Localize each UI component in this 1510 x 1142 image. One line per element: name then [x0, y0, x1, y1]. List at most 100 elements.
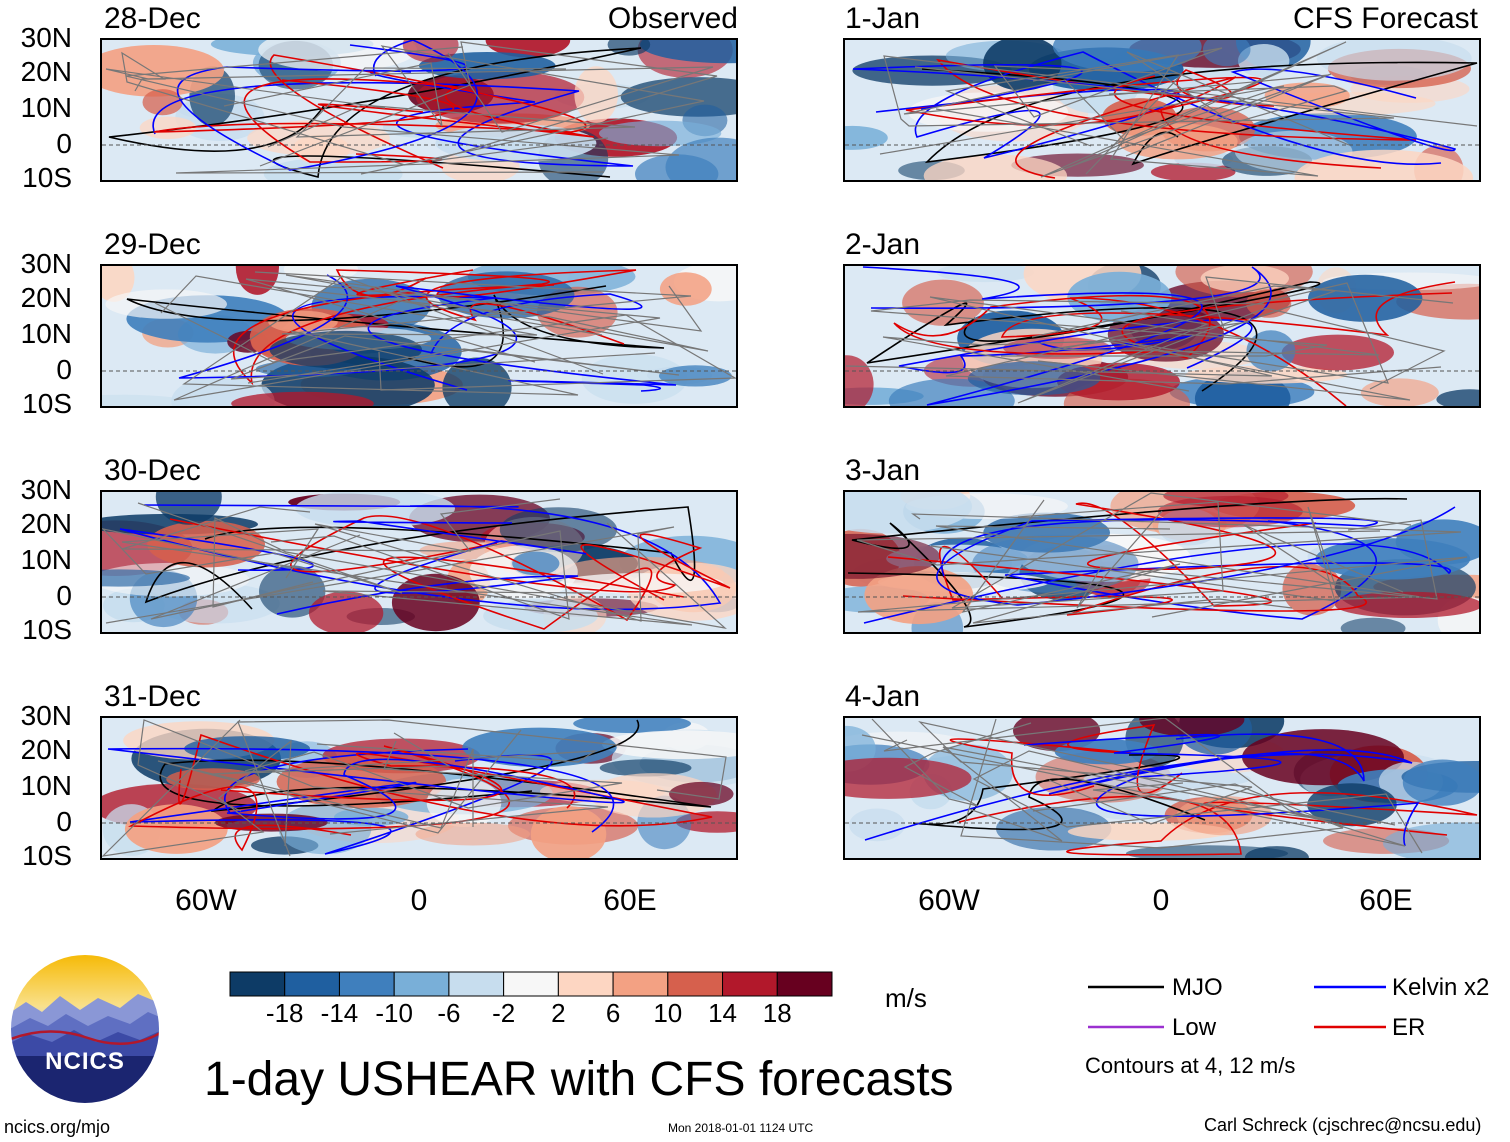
contour-line	[912, 753, 1206, 831]
forecast-column-title: CFS Forecast	[1292, 2, 1478, 35]
lat-label: 20N	[20, 734, 72, 765]
contour-line	[1023, 733, 1420, 847]
shear-anomaly-blob	[102, 266, 135, 302]
lon-label: 60W	[918, 884, 980, 917]
contour-line	[178, 274, 643, 379]
map-plot-observed	[100, 716, 738, 860]
ncics-logo	[9, 953, 161, 1105]
contour-line	[949, 724, 1183, 797]
panel-date-label: 28-Dec	[104, 2, 201, 35]
shear-anomaly-blob	[1308, 274, 1423, 322]
shear-anomaly-blob	[1402, 759, 1479, 806]
coastline	[267, 67, 636, 148]
shear-anomaly-blob	[1307, 783, 1397, 827]
coastline	[230, 335, 680, 384]
lat-label: 20N	[20, 508, 72, 539]
coastline	[121, 498, 561, 552]
coastline	[244, 740, 623, 809]
lat-label: 10N	[20, 770, 72, 801]
colorbar-swatch	[284, 971, 340, 997]
colorbar-units: m/s	[885, 983, 927, 1013]
shear-anomaly-blob	[102, 394, 191, 406]
colorbar-tick-label: -6	[437, 998, 461, 1028]
coastline	[125, 46, 680, 174]
coastline	[237, 719, 727, 857]
lat-label: 10S	[22, 840, 72, 871]
shear-anomaly-blob	[1360, 378, 1439, 406]
panel-date-label: 3-Jan	[845, 454, 921, 487]
coastline	[121, 51, 406, 166]
map-plot-forecast	[843, 490, 1481, 634]
shear-anomaly-blob	[845, 533, 940, 579]
shear-anomaly-blob	[462, 727, 617, 767]
shear-anomaly-blob	[308, 591, 384, 632]
shear-anomaly-blob	[1281, 334, 1394, 371]
colorbar-tick-label: -18	[265, 998, 304, 1028]
coastline	[942, 746, 1332, 842]
lon-label: 0	[410, 884, 428, 917]
panel-date-label: 31-Dec	[104, 680, 201, 713]
coastline	[879, 74, 1330, 155]
colorbar-swatch	[448, 971, 505, 997]
shear-anomaly-blob	[263, 157, 403, 180]
shear-anomaly-blob	[665, 137, 736, 180]
coastline	[121, 528, 693, 626]
shear-anomaly-blob	[1139, 718, 1245, 737]
logo-text: NCICS	[45, 1048, 125, 1075]
shear-anomaly-blob	[1052, 40, 1202, 73]
panel-date-label: 1-Jan	[845, 2, 921, 35]
shear-anomaly-blob	[573, 718, 691, 733]
contour-line	[119, 504, 722, 611]
shear-anomaly-blob	[845, 355, 874, 406]
coastline	[972, 750, 1423, 854]
shear-anomaly-blob	[435, 124, 597, 163]
colorbar-swatch	[393, 971, 450, 997]
coastline	[137, 719, 609, 835]
coastline	[945, 282, 1442, 385]
lat-label: 20N	[20, 282, 72, 313]
lon-label: 60E	[603, 884, 657, 917]
contour-line	[847, 497, 1408, 628]
contour-line	[898, 319, 1253, 374]
shear-anomaly-blob	[1202, 40, 1251, 67]
colorbar-tick-label: -14	[320, 998, 359, 1028]
shear-anomaly-blob	[155, 492, 222, 525]
lat-label: 10S	[22, 614, 72, 645]
lat-label: 10N	[20, 92, 72, 123]
coastline	[930, 506, 1404, 602]
contour-line	[921, 61, 1478, 166]
map-plot-observed	[100, 490, 738, 634]
lat-label: 0	[56, 354, 72, 385]
colorbar-tick-label: 2	[551, 998, 566, 1028]
shear-anomaly-blob	[1436, 389, 1479, 406]
shear-anomaly-blob	[558, 573, 724, 594]
footer-timestamp: Mon 2018-01-01 1124 UTC	[668, 1121, 814, 1135]
map-plot-forecast	[843, 38, 1481, 182]
legend-label: Low	[1172, 1014, 1217, 1041]
coastline	[918, 720, 1396, 826]
coastline	[102, 719, 292, 857]
shear-anomaly-blob	[659, 272, 712, 306]
coastline	[951, 492, 1412, 609]
colorbar-swatch	[612, 971, 669, 997]
shear-field	[102, 492, 736, 632]
map-plot-observed	[100, 264, 738, 408]
shear-anomaly-blob	[849, 808, 906, 842]
panel-date-label: 2-Jan	[845, 228, 921, 261]
coastline	[961, 499, 1293, 624]
coastline	[157, 729, 522, 834]
colorbar-tick-label: 6	[605, 998, 621, 1028]
shear-anomaly-blob	[231, 391, 374, 406]
contour-line	[887, 502, 1317, 607]
legend-label: Kelvin x2	[1392, 974, 1490, 1001]
coastline	[861, 718, 1406, 847]
lat-label: 0	[56, 806, 72, 837]
legend-label: ER	[1392, 1014, 1426, 1041]
coastline	[105, 523, 675, 624]
contour-line	[863, 520, 1452, 624]
shear-anomaly-blob	[415, 822, 531, 846]
contour-line	[159, 719, 712, 813]
shear-anomaly-blob	[442, 357, 512, 406]
colorbar-tick-label: -2	[492, 998, 516, 1028]
lat-label: 20N	[20, 56, 72, 87]
